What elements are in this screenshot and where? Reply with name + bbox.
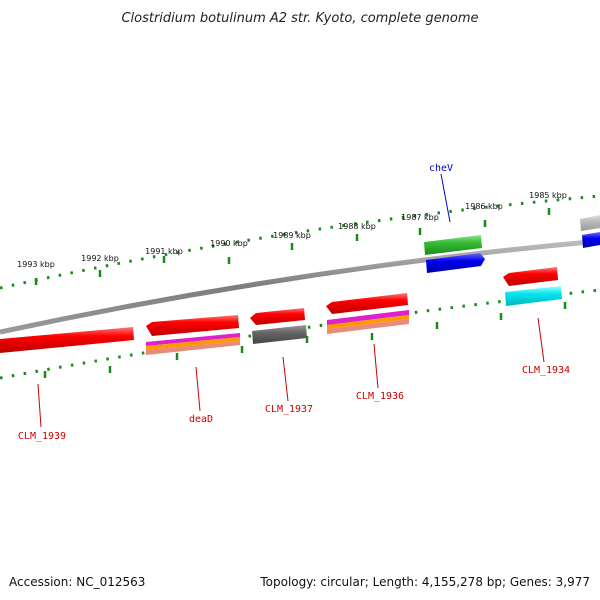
gene-label-clm-1934[interactable]: CLM_1934	[522, 365, 570, 376]
gene-chev[interactable]	[424, 235, 485, 273]
gene-clm-1936[interactable]	[326, 293, 409, 334]
gene-band-orange	[327, 315, 409, 329]
label-leaders	[37, 173, 545, 428]
genome-summary-text: Topology: circular; Length: 4,155,278 bp…	[260, 575, 590, 589]
gene-arrow-red	[326, 293, 408, 314]
tick-label: 1993 kbp	[17, 260, 55, 269]
tick-label: 1988 kbp	[338, 222, 376, 231]
leader-clm-1937	[282, 356, 289, 402]
forward-genes	[424, 215, 600, 273]
gene-arrow-grey	[252, 325, 307, 344]
gene-arrow-cyan	[505, 286, 562, 306]
tick-labels: 1993 kbp 1992 kbp 1991 kbp 1990 kbp 1989…	[17, 191, 567, 269]
gene-label-chev[interactable]: cheV	[429, 163, 453, 174]
gene-arrow-red	[146, 315, 239, 336]
tick-label: 1992 kbp	[81, 254, 119, 263]
gene-label-clm-1937[interactable]: CLM_1937	[265, 404, 313, 415]
outer-dotted-track	[0, 194, 600, 290]
leader-dead	[195, 366, 201, 412]
gene-label-clm-1936[interactable]: CLM_1936	[356, 391, 404, 402]
reverse-genes	[0, 267, 562, 355]
gene-arrow-red	[250, 308, 305, 325]
leader-clm-1934	[537, 317, 545, 363]
map-title: Clostridium botulinum A2 str. Kyoto, com…	[121, 11, 478, 26]
gene-band-magenta	[146, 333, 240, 346]
accession-text: Accession: NC_012563	[9, 575, 146, 589]
tick-label: 1991 kbp	[145, 247, 183, 256]
gene-band-salmon	[327, 319, 409, 334]
inner-dotted-track	[0, 288, 600, 380]
tick-label: 1989 kbp	[273, 231, 311, 240]
gene-arrow-blue-edge[interactable]	[582, 232, 600, 248]
tick-label: 1987 kbp	[401, 213, 439, 222]
gene-arrow-red	[503, 267, 558, 286]
gene-labels: cheV CLM_1939 deaD CLM_1937 CLM_1936 CLM…	[18, 163, 570, 442]
tick-label: 1986 kbp	[465, 202, 503, 211]
leader-clm-1936	[373, 343, 379, 389]
gene-arrow-lightgrey[interactable]	[580, 215, 600, 231]
gene-band-magenta	[327, 310, 409, 325]
gene-arrow-blue	[426, 253, 485, 273]
outer-tick-track: 1993 kbp 1992 kbp 1991 kbp 1990 kbp 1989…	[0, 191, 600, 290]
gene-band-salmon	[146, 341, 240, 355]
inner-tick-track	[0, 288, 600, 380]
gene-clm-1939[interactable]	[0, 327, 134, 353]
gene-arrow-green	[424, 235, 482, 255]
gene-clm-1934[interactable]	[503, 267, 562, 306]
gene-dead[interactable]	[146, 315, 240, 355]
genome-backbone	[0, 238, 600, 335]
gene-label-dead[interactable]: deaD	[189, 414, 213, 425]
gene-arrow-red	[0, 327, 134, 353]
tick-label: 1985 kbp	[529, 191, 567, 200]
major-ticks	[34, 208, 551, 285]
leader-clm-1939	[37, 383, 42, 428]
gene-band-orange	[146, 337, 240, 350]
tick-label: 1990 kbp	[210, 239, 248, 248]
gene-clm-1937[interactable]	[250, 308, 307, 344]
leader-chev	[440, 173, 451, 223]
gene-label-clm-1939[interactable]: CLM_1939	[18, 431, 66, 442]
